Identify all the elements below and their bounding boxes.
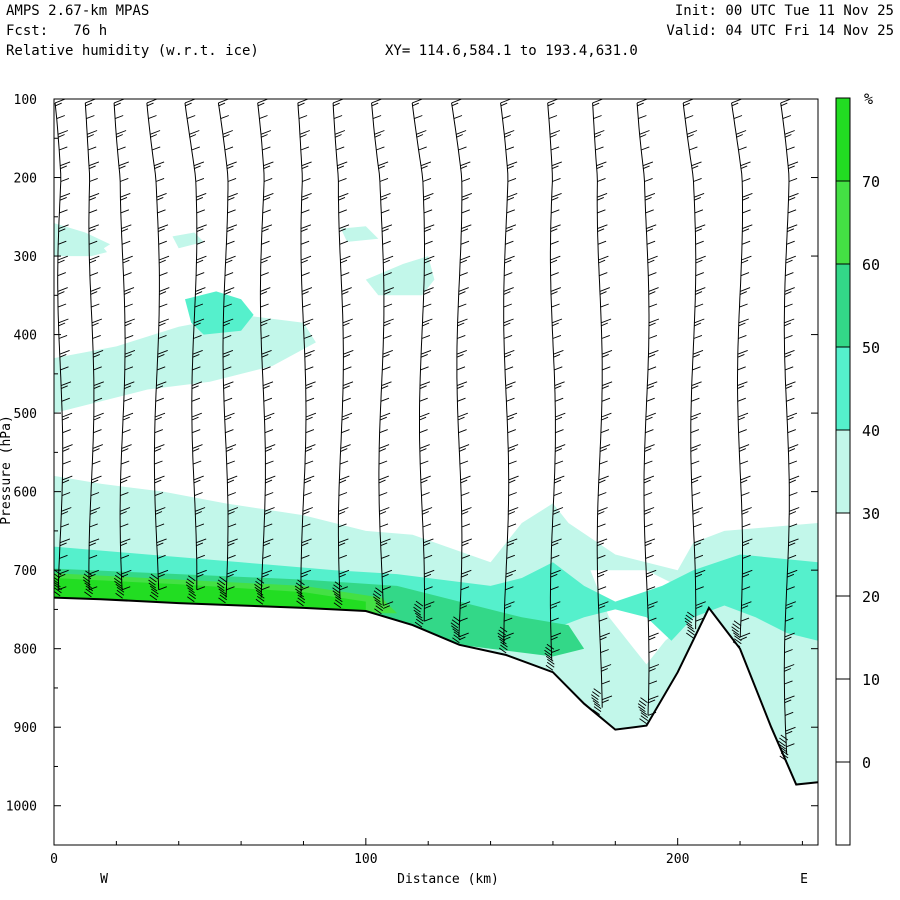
- wind-barb-profile: [371, 99, 394, 615]
- y-axis: 100 200 300 400 500 600 700 800 900 1000: [6, 93, 818, 846]
- plot-frame: [53, 98, 819, 846]
- header-init: Init: 00 UTC Tue 11 Nov 25: [674, 3, 894, 19]
- x-tick-label: 100: [354, 852, 377, 867]
- rh-upper-3: [340, 226, 379, 242]
- y-tick-label: 900: [14, 721, 37, 736]
- y-tick-label: 700: [14, 564, 37, 579]
- colorbar-swatch: [836, 762, 850, 845]
- x-tick-label: 200: [666, 852, 689, 867]
- header-model: AMPS 2.67-km MPAS: [6, 3, 150, 19]
- y-tick-label: 300: [14, 250, 37, 265]
- wind-barb-profile: [778, 99, 800, 762]
- colorbar-label: 50: [862, 339, 880, 357]
- colorbar-swatch: [836, 264, 850, 347]
- colorbar-label: 0: [862, 754, 871, 772]
- wind-barb-profile: [682, 99, 706, 639]
- wind-barb-profile: [411, 99, 435, 628]
- colorbar-swatch: [836, 679, 850, 762]
- colorbar-label: 10: [862, 671, 880, 689]
- colorbar-unit: %: [864, 90, 873, 108]
- x-axis-label: Distance (km): [397, 872, 499, 887]
- wind-barb-profile: [591, 99, 613, 715]
- y-tick-label: 600: [14, 486, 37, 501]
- wind-barb-profile: [113, 99, 136, 599]
- y-tick-label: 800: [14, 643, 37, 658]
- y-tick-label: 200: [14, 172, 37, 187]
- wind-barb-profile: [450, 99, 472, 644]
- rh-upper-1b: [85, 244, 107, 257]
- y-tick-label: 400: [14, 329, 37, 344]
- wind-barb-profile: [332, 99, 354, 609]
- colorbar-swatch: [836, 596, 850, 679]
- east-label: E: [800, 872, 808, 887]
- wind-barb-layer: [54, 99, 800, 762]
- rh-upper-4: [365, 256, 435, 296]
- colorbar-label: 70: [862, 173, 880, 191]
- wind-barb-profile: [254, 99, 276, 605]
- below-ground: [54, 597, 818, 845]
- colorbar-label: 60: [862, 256, 880, 274]
- header-field: Relative humidity (w.r.t. ice): [6, 43, 259, 59]
- wind-barb-profile: [636, 99, 660, 724]
- x-axis: 0 100 200: [50, 838, 803, 867]
- colorbar: 70 60 50 40 30 20 10 0: [835, 97, 880, 846]
- y-tick-label: 1000: [6, 800, 37, 815]
- wind-barb-profile: [54, 99, 73, 597]
- y-tick-label: 500: [14, 407, 37, 422]
- terrain-layer: [54, 596, 818, 845]
- rh-upper-5b: [54, 366, 101, 414]
- colorbar-label: 40: [862, 422, 880, 440]
- wind-barb-profile: [216, 99, 239, 604]
- colorbar-frame: [835, 97, 851, 846]
- wind-barb-profile: [294, 99, 317, 607]
- colorbar-label: 30: [862, 505, 880, 523]
- colorbar-swatch: [836, 98, 850, 181]
- y-tick-label: 100: [14, 93, 37, 108]
- colorbar-swatch: [836, 513, 850, 596]
- wind-barb-profile: [82, 99, 104, 598]
- header-fcst: Fcst: 76 h: [6, 23, 108, 39]
- colorbar-swatch: [836, 430, 850, 513]
- terrain-line: [54, 596, 818, 786]
- wind-barb-profile: [146, 99, 170, 601]
- rh-band-40-50-upper: [185, 291, 254, 335]
- rh-upper-2: [172, 232, 204, 249]
- colorbar-swatch: [836, 347, 850, 430]
- header-xy: XY= 114.6,584.1 to 193.4,631.0: [385, 43, 638, 59]
- rh-upper-5: [54, 314, 316, 414]
- x-tick-label: 0: [50, 852, 58, 867]
- wind-barb-profile: [544, 99, 566, 671]
- rh-band-40-50: [54, 546, 818, 641]
- colorbar-swatch: [836, 181, 850, 264]
- wind-barb-profile: [731, 99, 753, 648]
- header-valid: Valid: 04 UTC Fri 14 Nov 25: [666, 23, 894, 39]
- colorbar-label: 20: [862, 588, 880, 606]
- wind-barb-profile: [184, 99, 207, 603]
- y-axis-label: Pressure (hPa): [0, 415, 14, 525]
- west-label: W: [100, 872, 108, 887]
- wind-barb-profile: [497, 99, 519, 654]
